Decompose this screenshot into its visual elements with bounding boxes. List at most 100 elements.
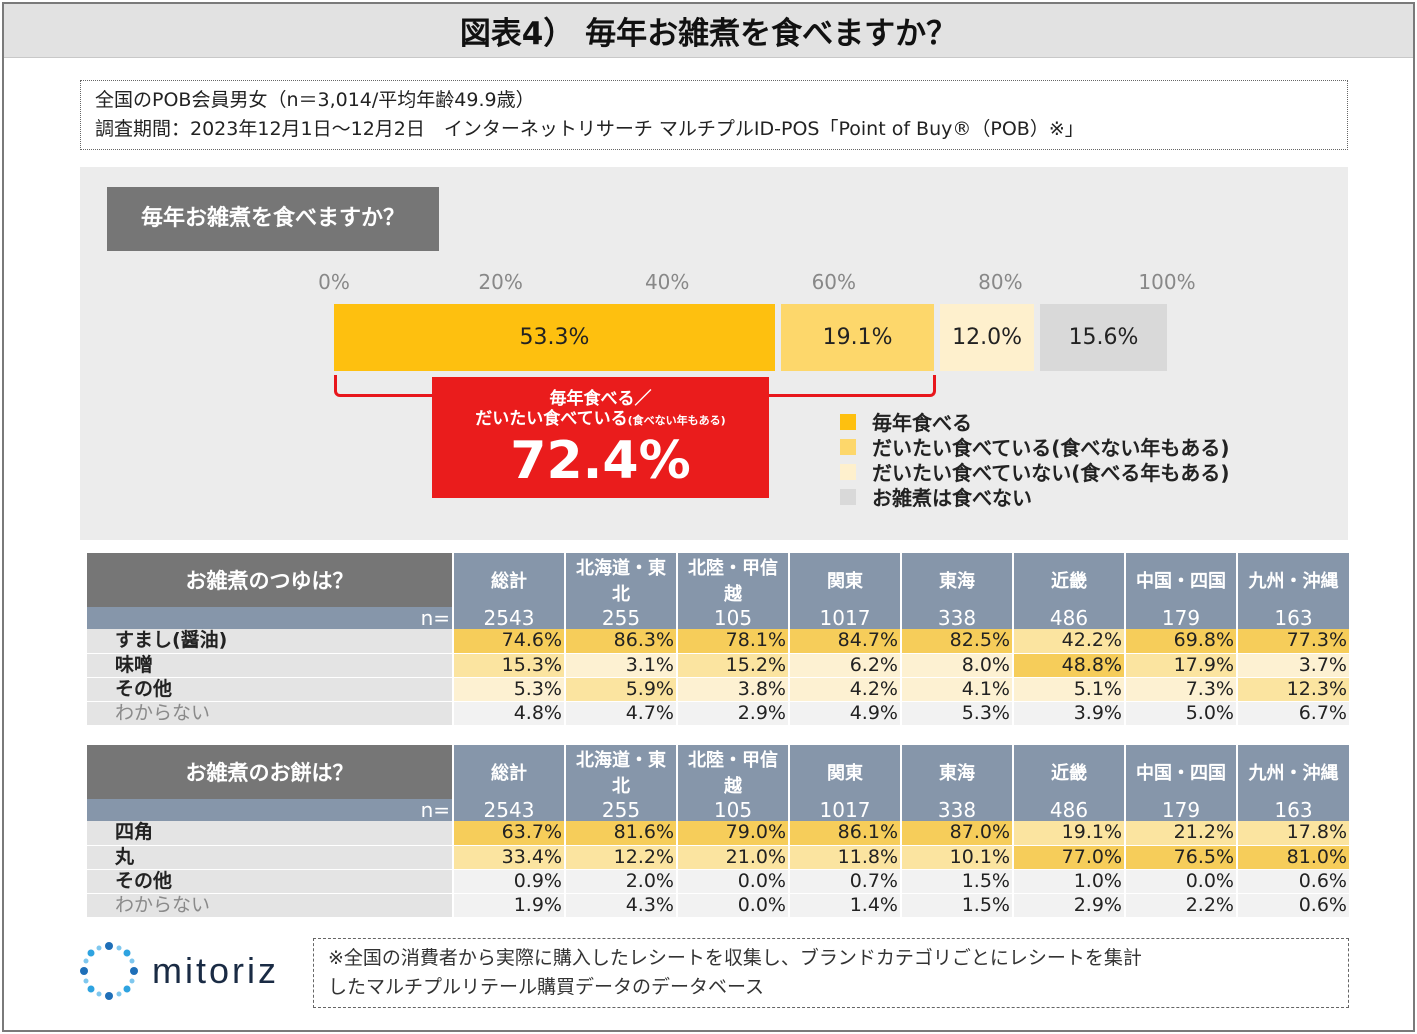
- n-label: n=: [87, 607, 454, 629]
- n-value: 1017: [789, 607, 902, 629]
- table-cell: 63.7%: [453, 821, 566, 846]
- table-cell: 3.9%: [1013, 701, 1126, 726]
- table-cell: 2.2%: [1125, 893, 1238, 918]
- n-value: 105: [677, 607, 790, 629]
- n-value: 105: [677, 799, 790, 821]
- region-header: 総計: [453, 553, 566, 607]
- legend-item: お雑煮は食べない: [840, 484, 1229, 510]
- row-label: その他: [87, 869, 454, 894]
- table-cell: 77.3%: [1237, 629, 1351, 654]
- table-cell: 3.8%: [677, 677, 790, 702]
- axis-tick-label: 80%: [978, 270, 1023, 294]
- table-cell: 15.2%: [677, 653, 790, 678]
- table-cell: 86.1%: [789, 821, 902, 846]
- survey-line-1: 全国のPOB会員男女（n＝3,014/平均年齢49.9歳）: [95, 89, 535, 111]
- table-row: わからない 4.8% 4.7% 2.9% 4.9% 5.3% 3.9% 5.0% 6.7%: [87, 701, 1351, 726]
- region-header: 東海: [901, 745, 1014, 799]
- table-cell: 2.9%: [677, 701, 790, 726]
- table-cell: 82.5%: [901, 629, 1014, 654]
- survey-line-2: 調査期間：2023年12月1日～12月2日 インターネットリサーチ マルチプルI…: [95, 118, 1084, 140]
- table-cell: 5.9%: [565, 677, 678, 702]
- table-cell: 4.8%: [453, 701, 566, 726]
- sample-size-row: n= 2543 255 105 1017 338 486 179 163: [87, 607, 1351, 629]
- region-header: 北海道・東北: [565, 745, 678, 799]
- table-cell: 15.3%: [453, 653, 566, 678]
- table-cell: 3.7%: [1237, 653, 1351, 678]
- n-value: 179: [1125, 799, 1238, 821]
- bar-data-label: 12.0%: [952, 325, 1022, 350]
- table-cell: 4.3%: [565, 893, 678, 918]
- table-cell: 21.0%: [677, 845, 790, 870]
- chart-legend: 毎年食べる だいたい食べている(食べない年もある) だいたい食べていない(食べる年も…: [840, 409, 1230, 510]
- region-header: 近畿: [1013, 553, 1126, 607]
- table-cell: 0.0%: [1125, 869, 1238, 894]
- table-cell: 0.0%: [677, 869, 790, 894]
- axis-tick-label: 60%: [811, 270, 857, 294]
- n-value: 163: [1237, 799, 1351, 821]
- table-cell: 10.1%: [901, 845, 1014, 870]
- table-cell: 6.2%: [789, 653, 902, 678]
- row-label: 丸: [87, 845, 454, 870]
- table-cell: 77.0%: [1013, 845, 1126, 870]
- bar-segment: 53.3%: [334, 304, 775, 371]
- table-question-header: お雑煮のお餅は？: [87, 745, 454, 799]
- table-row: 丸 33.4% 12.2% 21.0% 11.8% 10.1% 77.0% 76.5% 81.0…: [87, 845, 1351, 870]
- axis-tick-label: 0%: [318, 270, 350, 294]
- region-header: 九州・沖縄: [1237, 553, 1351, 607]
- table-cell: 2.9%: [1013, 893, 1126, 918]
- survey-info: 全国のPOB会員男女（n＝3,014/平均年齢49.9歳） 調査期間：2023年…: [80, 80, 1348, 150]
- table-row: その他 0.9% 2.0% 0.0% 0.7% 1.5% 1.0% 0.0% 0.6%: [87, 869, 1351, 894]
- axis-tick-label: 40%: [644, 270, 690, 294]
- legend-item: だいたい食べている(食べない年もある): [840, 434, 1229, 460]
- table-cell: 4.1%: [901, 677, 1014, 702]
- region-header: 関東: [789, 745, 902, 799]
- logo-text: mitoriz: [152, 950, 279, 991]
- mitoriz-logo: mitoriz: [78, 940, 298, 1002]
- n-value: 486: [1013, 799, 1126, 821]
- legend-swatch: [840, 463, 856, 480]
- axis-tick-label: 20%: [478, 270, 523, 294]
- table-cell: 1.9%: [453, 893, 566, 918]
- callout-value: 72.4%: [510, 431, 691, 491]
- legend-swatch: [840, 488, 856, 505]
- region-header: 関東: [789, 553, 902, 607]
- page-title: 図表4） 毎年お雑煮を食べますか？: [4, 4, 1413, 58]
- row-label: 四角: [87, 821, 454, 846]
- region-header: 中国・四国: [1125, 553, 1238, 607]
- table-cell: 69.8%: [1125, 629, 1238, 654]
- table-cell: 0.7%: [789, 869, 902, 894]
- n-value: 338: [901, 799, 1014, 821]
- table-row: 味噌 15.3% 3.1% 15.2% 6.2% 8.0% 48.8% 17.9% 3.7%: [87, 653, 1351, 678]
- table-cell: 81.0%: [1237, 845, 1351, 870]
- n-value: 2543: [453, 799, 566, 821]
- table-row: その他 5.3% 5.9% 3.8% 4.2% 4.1% 5.1% 7.3% 12.3%: [87, 677, 1351, 702]
- table-cell: 0.6%: [1237, 869, 1351, 894]
- table-cell: 48.8%: [1013, 653, 1126, 678]
- table-cell: 74.6%: [453, 629, 566, 654]
- table-cell: 0.6%: [1237, 893, 1351, 918]
- legend-label: だいたい食べていない(食べる年もある): [872, 461, 1230, 485]
- sample-size-row: n= 2543 255 105 1017 338 486 179 163: [87, 799, 1351, 821]
- table-cell: 84.7%: [789, 629, 902, 654]
- table-row: すまし(醤油) 74.6% 86.3% 78.1% 84.7% 82.5% 42.2% 69.…: [87, 629, 1351, 654]
- footnote: ※全国の消費者から実際に購入したレシートを収集し、ブランドカテゴリごとにレシート…: [313, 938, 1349, 1008]
- region-header: 中国・四国: [1125, 745, 1238, 799]
- n-value: 486: [1013, 607, 1126, 629]
- region-header: 北海道・東北: [565, 553, 678, 607]
- row-label: その他: [87, 677, 454, 702]
- region-header: 九州・沖縄: [1237, 745, 1351, 799]
- table-soup: お雑煮のつゆは？ 総計 北海道・東北 北陸・甲信越 関東 東海 近畿 中国・四国 九州・沖縄 n=…: [87, 553, 1351, 726]
- row-label: わからない: [87, 893, 454, 918]
- table-cell: 1.0%: [1013, 869, 1126, 894]
- n-value: 255: [565, 607, 678, 629]
- logo-mark-icon: [80, 942, 138, 1000]
- table-cell: 3.1%: [565, 653, 678, 678]
- table-cell: 17.9%: [1125, 653, 1238, 678]
- table-cell: 1.5%: [901, 869, 1014, 894]
- table-cell: 19.1%: [1013, 821, 1126, 846]
- table-cell: 5.1%: [1013, 677, 1126, 702]
- region-header: 総計: [453, 745, 566, 799]
- region-header: 東海: [901, 553, 1014, 607]
- region-header: 北陸・甲信越: [677, 745, 790, 799]
- table-cell: 4.2%: [789, 677, 902, 702]
